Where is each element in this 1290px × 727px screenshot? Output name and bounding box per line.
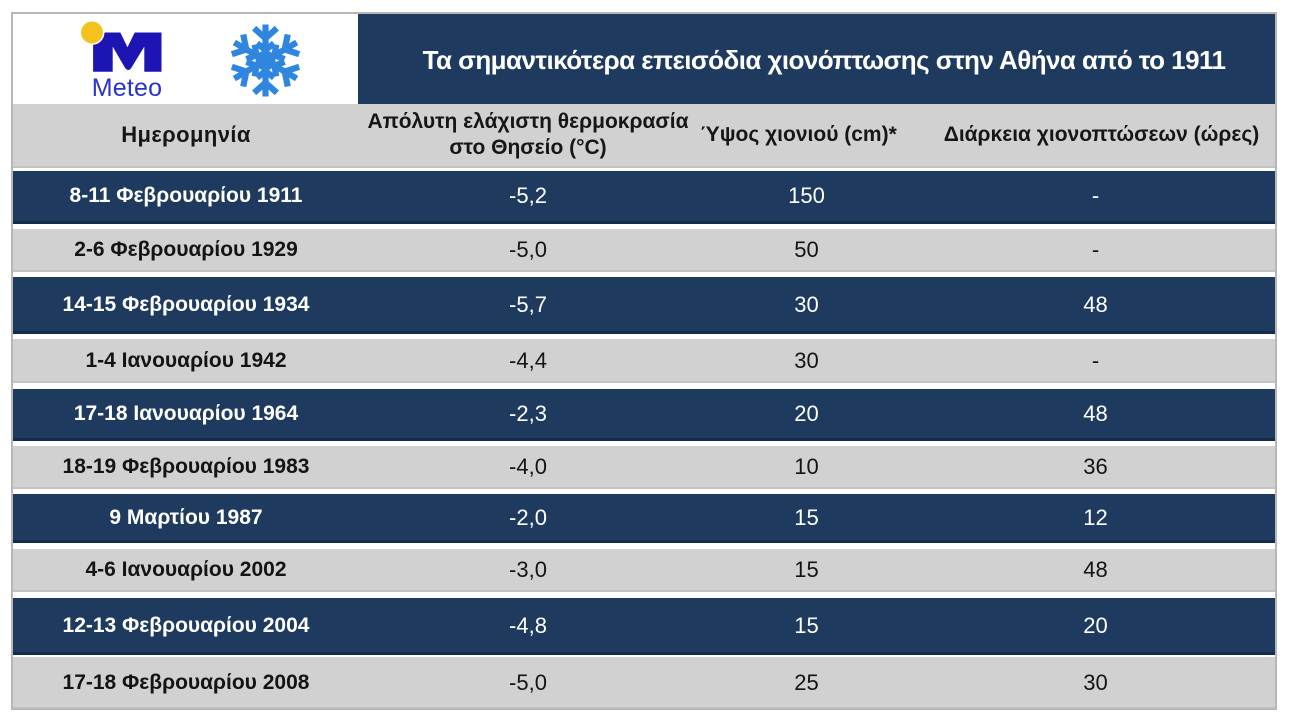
svg-text:Meteo: Meteo bbox=[92, 74, 162, 102]
